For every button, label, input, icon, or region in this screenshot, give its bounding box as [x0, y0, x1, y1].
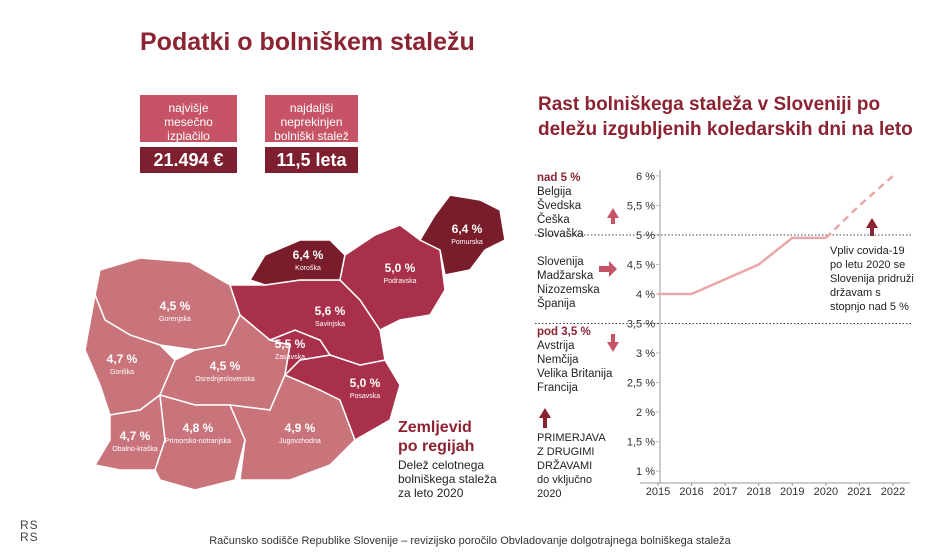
region-value: 4,7 % [120, 429, 151, 443]
kpi: najvišje mesečno izplačilo 21.494 € [140, 95, 237, 173]
annotation: Vpliv covida-19 po letu 2020 se Slovenij… [830, 245, 914, 313]
map-description: Delež celotnega bolniškega staleža za le… [398, 458, 497, 500]
country: Slovenija [537, 256, 584, 268]
series-line [658, 236, 826, 296]
region-value: 5,5 % [275, 337, 306, 351]
legend-note: PRIMERJAVA Z DRUGIMI DRŽAVAMI do vključn… [537, 431, 607, 501]
region-name: Pomurska [451, 239, 483, 246]
region-value: 4,9 % [285, 421, 316, 435]
x-tick-label: 2020 [814, 486, 838, 498]
kpi-label-line: bolniški stalež [274, 129, 349, 143]
region-name: Savinjska [315, 321, 345, 328]
kpi-value: 21.494 € [140, 147, 237, 173]
country: Francija [537, 382, 578, 394]
y-tick-label: 1,5 % [627, 437, 655, 449]
country: Nizozemska [537, 284, 600, 296]
region [154, 393, 246, 491]
footer: Računsko sodišče Republike Slovenije – r… [209, 535, 731, 547]
region-name: Osrednjeslovenska [195, 376, 255, 383]
country: Belgija [537, 186, 572, 198]
y-tick-label: 4,5 % [627, 259, 655, 271]
x-tick-label: 2016 [679, 486, 703, 498]
arrows [539, 208, 878, 428]
kpi: najdaljši neprekinjen bolniški stalež 11… [265, 95, 358, 173]
arrow-up [539, 408, 551, 428]
kpi-label: najdaljši neprekinjen bolniški stalež [265, 95, 358, 143]
region-value: 5,0 % [385, 261, 416, 275]
y-tick-label: 3,5 % [627, 319, 655, 331]
region-value: 4,5 % [210, 359, 241, 373]
kpi-label-line: mesečno [164, 115, 213, 129]
region-name: Jugovzhodna [279, 438, 321, 445]
y-tick-label: 4 % [636, 289, 655, 301]
region-name: Obalno-kraška [112, 446, 158, 453]
region-value: 4,7 % [107, 352, 138, 366]
arrow-up [866, 218, 878, 236]
region-name: Podravska [383, 278, 416, 285]
y-tick-label: 1 % [636, 466, 655, 478]
country-group: nad 5 % Belgija Švedska Češka Slovaška [537, 171, 607, 241]
country: Češka [537, 214, 570, 226]
country: Švedska [537, 200, 582, 212]
region [339, 224, 446, 331]
region-value: 4,8 % [183, 421, 214, 435]
country: Nemčija [537, 354, 579, 366]
map-title: Zemljevid po regijah [398, 419, 475, 455]
series-line [824, 174, 894, 239]
page-title: Podatki o bolniškem staležu [140, 28, 475, 56]
country-group: Slovenija Madžarska Nizozemska Španija [537, 255, 607, 311]
x-tick-label: 2022 [881, 486, 905, 498]
country: Madžarska [537, 270, 594, 282]
kpi-label-line: najvišje [168, 101, 209, 115]
group-heading: nad 5 % [537, 172, 581, 184]
x-tick-label: 2015 [646, 486, 670, 498]
x-tick-label: 2018 [746, 486, 770, 498]
region-name: Gorenjska [159, 316, 191, 323]
group-heading: pod 3,5 % [537, 326, 591, 338]
kpi-label-line: neprekinjen [280, 115, 343, 129]
y-tick-label: 5 % [636, 230, 655, 242]
arrow-right [599, 261, 617, 277]
region-name: Goriška [110, 369, 134, 376]
y-tick-label: 2 % [636, 407, 655, 419]
kpi-label-line: izplačilo [167, 129, 210, 143]
kpi-value: 11,5 leta [265, 147, 358, 173]
region [248, 239, 346, 286]
y-tick-label: 5,5 % [627, 200, 655, 212]
country: Španija [537, 298, 576, 310]
x-tick-label: 2021 [847, 486, 871, 498]
country: Velika Britanija [537, 368, 613, 380]
map [84, 194, 506, 491]
country-group: pod 3,5 % Avstrija Nemčija Velika Britan… [537, 325, 617, 395]
region-name: Koroška [295, 265, 321, 272]
y-tick-label: 2,5 % [627, 378, 655, 390]
x-tick-label: 2017 [713, 486, 737, 498]
region-value: 6,4 % [452, 222, 483, 236]
logo: RS RS [20, 518, 39, 544]
region-name: Primorsko-notranjska [165, 438, 231, 445]
region [418, 194, 506, 276]
map-labels: 4,5 % Gorenjska 4,7 % Goriška 4,5 % Osre… [107, 222, 483, 453]
arrow-up [607, 208, 619, 224]
chart-title: Rast bolniškega staleža v Sloveniji po d… [538, 94, 913, 140]
x-tick-label: 2019 [780, 486, 804, 498]
arrow-down [607, 334, 619, 352]
country: Slovaška [537, 228, 584, 240]
region-name: Posavska [350, 393, 380, 400]
y-tick-label: 6 % [636, 171, 655, 183]
region-value: 5,6 % [315, 304, 346, 318]
kpi-label: najvišje mesečno izplačilo [140, 95, 237, 143]
legend-note-title: PRIMERJAVA Z DRUGIMI DRŽAVAMI [537, 432, 606, 472]
region-value: 6,4 % [293, 248, 324, 262]
region-value: 5,0 % [350, 376, 381, 390]
country: Avstrija [537, 340, 575, 352]
legend-note-sub: do vključno 2020 [537, 474, 593, 500]
region-name: Zasavska [275, 354, 305, 361]
y-tick-label: 3 % [636, 348, 655, 360]
kpi-label-line: najdaljši [289, 101, 334, 115]
region-value: 4,5 % [160, 299, 191, 313]
